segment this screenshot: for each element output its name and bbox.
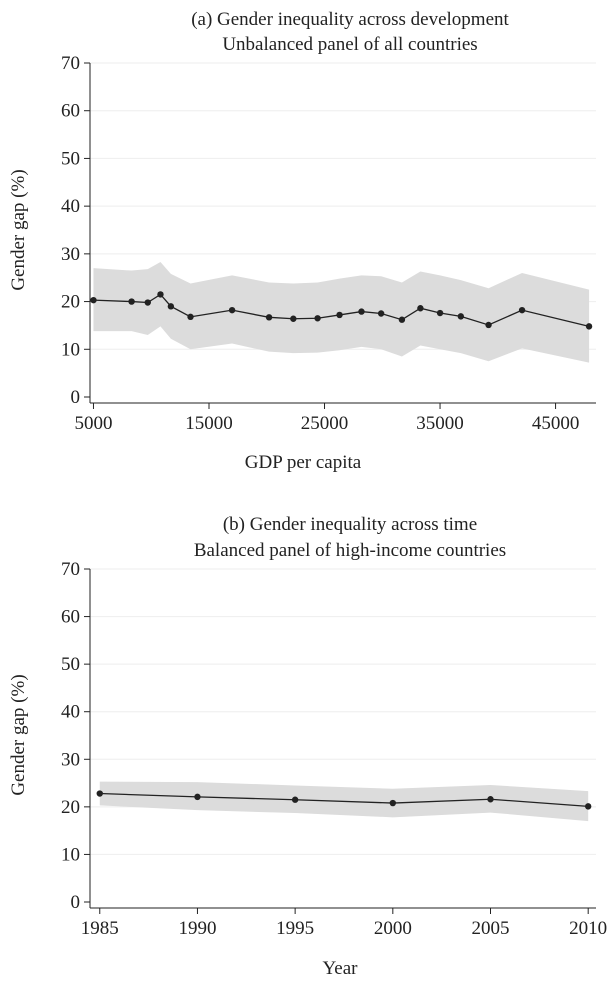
data-point — [90, 296, 97, 304]
panel-a-x-tick-labels: 5000 15000 25000 35000 45000 — [74, 403, 579, 434]
data-point — [144, 299, 151, 306]
y-tick-label: 70 — [61, 559, 80, 580]
data-point — [336, 311, 343, 319]
data-point — [398, 316, 406, 323]
data-point — [518, 306, 526, 314]
x-tick-label: 2005 — [472, 918, 510, 939]
y-tick-label: 30 — [61, 749, 80, 770]
x-tick-label: 35000 — [416, 413, 464, 434]
y-tick-label: 0 — [71, 892, 81, 913]
x-tick-label: 2010 — [569, 918, 607, 939]
x-tick-label: 5000 — [74, 413, 112, 434]
data-point — [194, 793, 201, 801]
series-line — [99, 792, 589, 808]
y-tick-label: 70 — [61, 53, 80, 74]
data-point — [314, 315, 321, 322]
data-point — [128, 298, 135, 305]
data-point — [157, 291, 164, 298]
panel-b-y-axis-label: Gender gap (%) — [8, 674, 29, 795]
data-point — [436, 309, 444, 317]
panel-a-title: (a) Gender inequality across development — [191, 9, 509, 30]
data-point — [228, 306, 236, 314]
data-point — [487, 796, 494, 803]
y-tick-label: 10 — [61, 844, 80, 865]
data-point — [291, 796, 299, 803]
data-point — [265, 314, 273, 321]
data-point — [485, 321, 492, 329]
data-point — [290, 315, 297, 322]
data-point — [584, 803, 592, 810]
data-point — [377, 310, 385, 317]
data-point — [457, 313, 465, 320]
x-tick-label: 25000 — [301, 413, 349, 434]
x-tick-label: 2000 — [374, 918, 412, 939]
data-point — [389, 799, 397, 807]
data-point — [358, 308, 365, 315]
panel-b-subtitle: Balanced panel of high-income countries — [194, 540, 506, 561]
panel-b-y-tick-labels: 0 10 20 30 40 50 60 70 — [61, 559, 90, 913]
panel-b-title: (b) Gender inequality across time — [223, 514, 477, 535]
panel-b: (b) Gender inequality across time Balanc… — [8, 514, 607, 979]
y-tick-label: 10 — [61, 339, 80, 360]
panel-a-y-axis-label: Gender gap (%) — [8, 169, 29, 290]
panel-a-points — [90, 291, 593, 330]
data-point — [167, 303, 175, 310]
panel-a: (a) Gender inequality across development… — [8, 9, 596, 473]
x-tick-label: 1995 — [276, 918, 314, 939]
panel-b-x-axis-label: Year — [322, 958, 358, 979]
y-tick-label: 40 — [61, 196, 80, 217]
x-tick-label: 45000 — [532, 413, 580, 434]
data-point — [585, 323, 593, 330]
panel-b-points — [96, 790, 592, 810]
panel-a-axes — [89, 63, 596, 404]
data-point — [417, 305, 424, 312]
panel-a-y-tick-labels: 0 10 20 30 40 50 60 70 — [61, 53, 90, 408]
panel-a-x-axis-label: GDP per capita — [245, 452, 362, 473]
data-point — [187, 313, 194, 321]
y-tick-label: 20 — [61, 292, 80, 313]
y-tick-label: 20 — [61, 797, 80, 818]
x-tick-label: 15000 — [185, 413, 233, 434]
y-tick-label: 60 — [61, 101, 80, 122]
y-tick-label: 50 — [61, 148, 80, 169]
data-point — [96, 790, 103, 797]
x-tick-label: 1985 — [81, 918, 119, 939]
y-tick-label: 0 — [71, 387, 81, 408]
y-tick-label: 60 — [61, 607, 80, 628]
panel-a-subtitle: Unbalanced panel of all countries — [222, 34, 477, 55]
panel-b-axes — [89, 569, 596, 909]
y-tick-label: 40 — [61, 702, 80, 723]
panel-b-x-tick-labels: 1985 1990 1995 2000 2005 2010 — [81, 908, 607, 939]
y-tick-label: 50 — [61, 654, 80, 675]
panel-b-series-line — [99, 792, 589, 808]
x-tick-label: 1990 — [178, 918, 216, 939]
y-tick-label: 30 — [61, 244, 80, 265]
